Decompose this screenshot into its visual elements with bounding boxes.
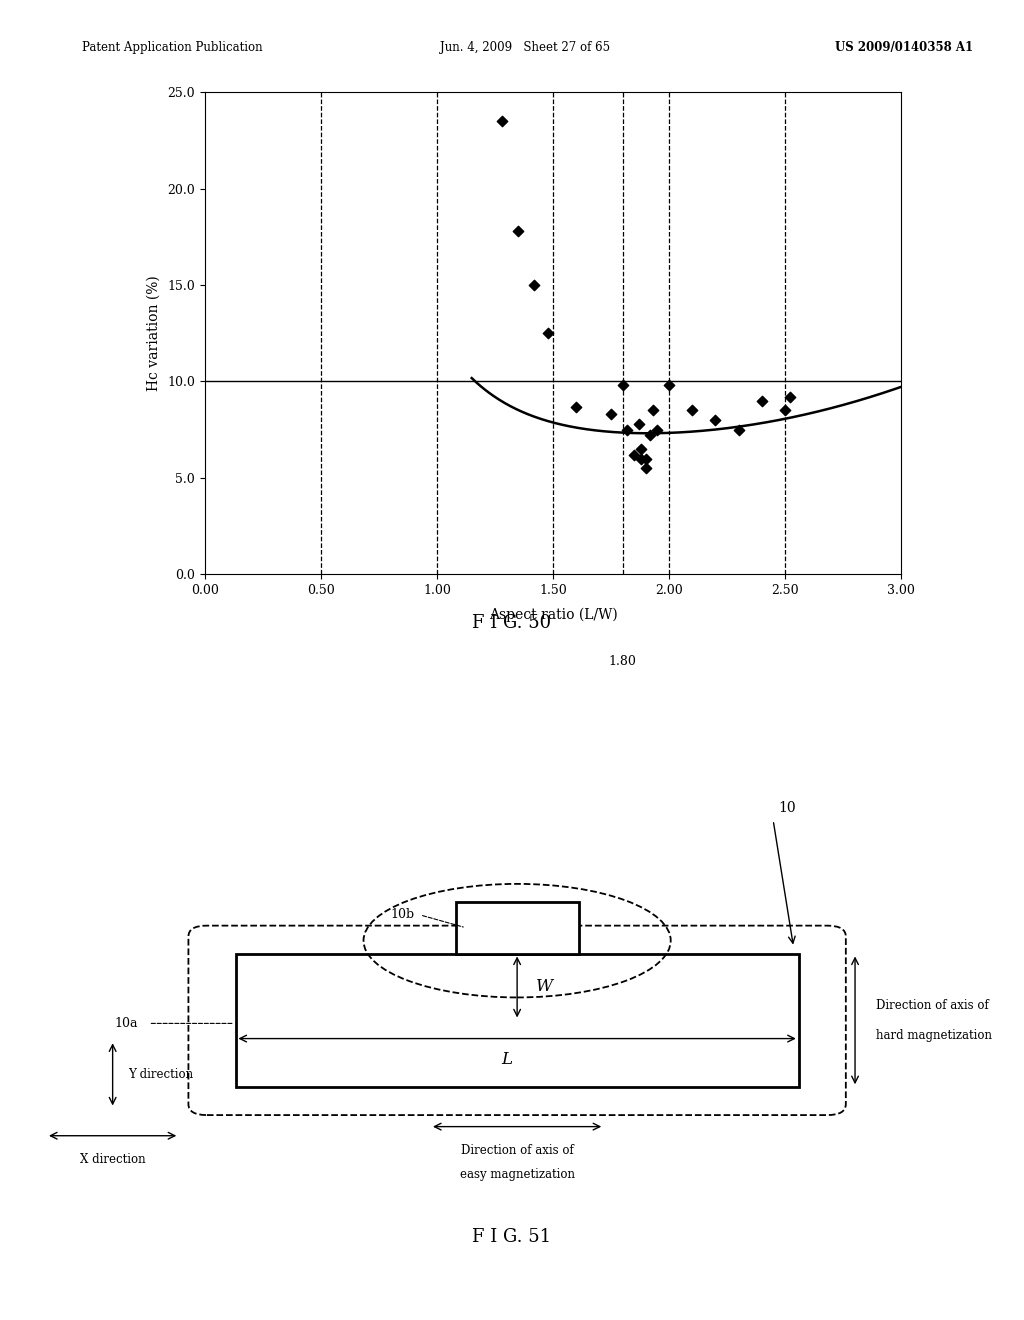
Point (620, 420, 636, 441)
Point (631, 413, 647, 434)
FancyBboxPatch shape (236, 953, 799, 1088)
Point (633, 438, 649, 459)
Point (777, 400, 794, 421)
Point (526, 275, 543, 296)
Text: 10b: 10b (390, 908, 415, 921)
FancyBboxPatch shape (188, 925, 846, 1115)
Y-axis label: Hc variation (%): Hc variation (%) (146, 276, 161, 391)
Text: Jun. 4, 2009   Sheet 27 of 65: Jun. 4, 2009 Sheet 27 of 65 (440, 41, 610, 54)
Point (540, 323, 556, 345)
Point (603, 404, 620, 425)
Point (638, 458, 654, 479)
Text: F I G. 51: F I G. 51 (472, 1228, 552, 1246)
Point (649, 420, 666, 441)
Text: F I G. 50: F I G. 50 (472, 614, 552, 632)
Point (730, 420, 746, 441)
Point (644, 400, 660, 421)
Text: Y direction: Y direction (128, 1068, 194, 1081)
Point (626, 444, 642, 465)
Point (633, 447, 649, 469)
Text: hard magnetization: hard magnetization (876, 1030, 991, 1041)
Point (708, 409, 724, 430)
Point (754, 391, 770, 412)
Point (660, 375, 677, 396)
FancyBboxPatch shape (456, 902, 579, 953)
Text: Direction of axis of: Direction of axis of (876, 999, 988, 1011)
Point (568, 396, 585, 417)
Text: W: W (536, 978, 553, 995)
Point (684, 400, 700, 421)
X-axis label: Aspect ratio (L/W): Aspect ratio (L/W) (488, 609, 617, 623)
Point (614, 375, 631, 396)
Point (510, 220, 526, 242)
Text: 1.80: 1.80 (608, 655, 637, 668)
Text: Direction of axis of: Direction of axis of (461, 1143, 573, 1156)
Text: US 2009/0140358 A1: US 2009/0140358 A1 (835, 41, 973, 54)
Point (494, 111, 510, 132)
Text: X direction: X direction (80, 1152, 145, 1166)
Text: easy magnetization: easy magnetization (460, 1168, 574, 1181)
Point (781, 387, 798, 408)
Point (642, 425, 658, 446)
Text: 10a: 10a (115, 1016, 138, 1030)
Point (638, 447, 654, 469)
Text: 10: 10 (778, 801, 796, 814)
Text: L: L (502, 1051, 512, 1068)
Text: Patent Application Publication: Patent Application Publication (82, 41, 262, 54)
